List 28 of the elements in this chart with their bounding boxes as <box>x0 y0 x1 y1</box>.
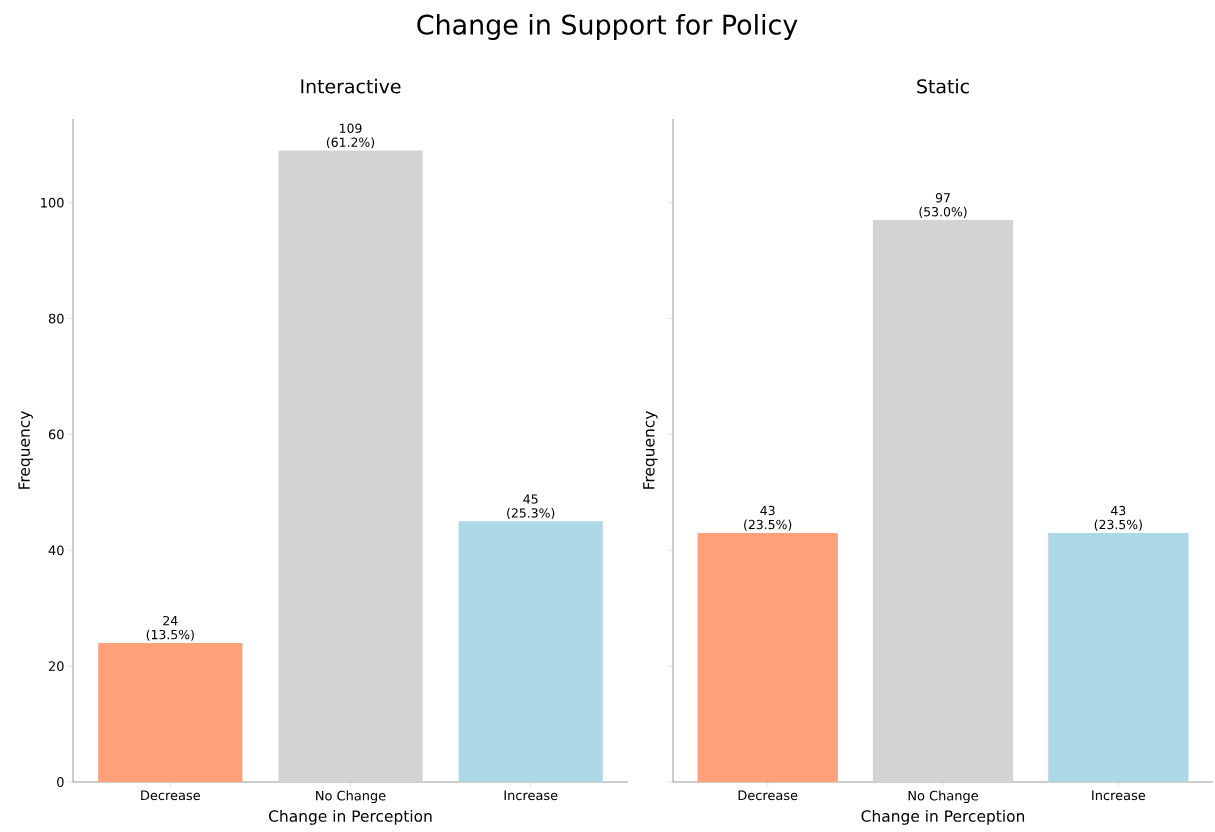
chart-title: Static <box>917 78 969 94</box>
text: Change in Support for Policy <box>417 13 798 40</box>
x-tick-label: Decrease <box>141 790 200 801</box>
data-label: 45 (25.3%) <box>507 494 555 520</box>
x-tick-label: No Change <box>908 790 978 804</box>
y-tick-label: 0 <box>57 777 64 787</box>
x-tick-label: No Change <box>316 790 386 804</box>
bar <box>98 642 243 782</box>
y-axis-title: Frequency <box>643 411 658 489</box>
bar <box>458 521 603 782</box>
y-axis-title: Frequency <box>18 411 33 489</box>
y-tick-label: 80 <box>48 313 64 324</box>
data-label: 97 (53.0%) <box>919 193 967 218</box>
y-tick-label: 20 <box>48 661 64 672</box>
x-axis-title: Change in Perception <box>861 809 1025 825</box>
data-label: 43 (23.5%) <box>744 505 792 531</box>
x-tick-label: Increase <box>504 790 558 801</box>
x-axis-title: Change in Perception <box>269 809 432 825</box>
x-tick-label: Decrease <box>738 790 798 801</box>
x-tick-label: Increase <box>1092 790 1146 801</box>
y-tick-label: 40 <box>48 545 64 556</box>
data-label: 109 (61.2%) <box>326 123 375 149</box>
data-label: 24 (13.5%) <box>146 615 194 641</box>
data-label: 43 (23.5%) <box>1094 505 1142 531</box>
bar <box>278 150 423 782</box>
y-tick-label: 100 <box>41 197 64 208</box>
chart-title: Interactive <box>301 78 401 94</box>
y-tick-label: 60 <box>48 429 64 440</box>
